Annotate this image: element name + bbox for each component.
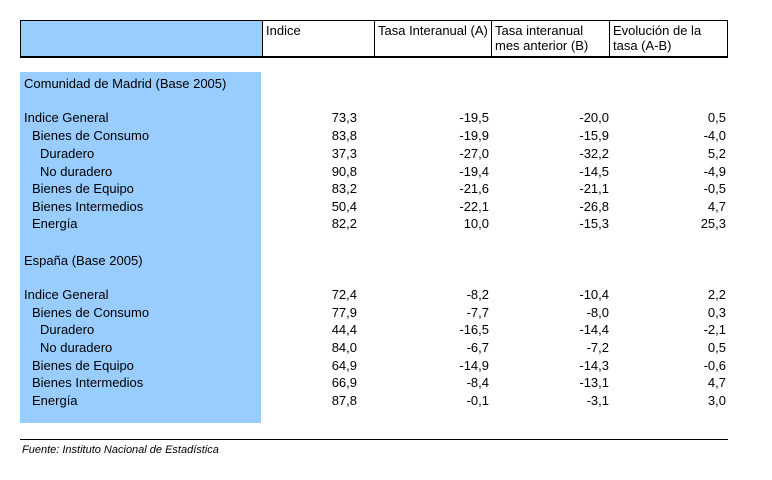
cell-indice: 66,9 — [331, 375, 357, 390]
source-note: Fuente: Instituto Nacional de Estadístic… — [22, 444, 219, 456]
cell-indice: 50,4 — [331, 199, 357, 214]
row-label: Bienes Intermedios — [32, 375, 144, 390]
row-label: Duradero — [40, 146, 95, 161]
section-title: España (Base 2005) — [24, 253, 143, 268]
cell-indice: 44,4 — [331, 322, 357, 337]
cell-evolucion: -0,6 — [703, 358, 726, 373]
cell-evolucion: -2,1 — [703, 322, 726, 337]
row-label: Bienes Intermedios — [32, 199, 144, 214]
cell-tasa-a: -19,9 — [459, 128, 489, 143]
cell-indice: 64,9 — [331, 358, 357, 373]
footer-divider — [20, 439, 728, 440]
cell-tasa-a: -19,5 — [459, 110, 489, 125]
section-title: Comunidad de Madrid (Base 2005) — [24, 76, 227, 91]
table-row: Bienes Intermedios 66,9 -8,4 -13,1 4,7 — [0, 374, 772, 391]
cell-tasa-a: -6,7 — [466, 340, 489, 355]
row-label: No duradero — [40, 164, 113, 179]
row-label: Bienes de Equipo — [32, 181, 134, 196]
table-row: Bienes de Equipo 83,2 -21,6 -21,1 -0,5 — [0, 180, 772, 197]
cell-tasa-a: -14,9 — [459, 358, 489, 373]
cell-evolucion: -4,9 — [703, 164, 726, 179]
cell-tasa-b: -10,4 — [579, 287, 609, 302]
cell-indice: 90,8 — [331, 164, 357, 179]
cell-tasa-a: -27,0 — [459, 146, 489, 161]
cell-tasa-b: -15,3 — [579, 216, 609, 231]
cell-evolucion: 5,2 — [707, 146, 726, 161]
table-row: Duradero 44,4 -16,5 -14,4 -2,1 — [0, 321, 772, 338]
cell-evolucion: 25,3 — [700, 216, 726, 231]
row-label: Indice General — [24, 287, 109, 302]
row-label: No duradero — [40, 340, 113, 355]
cell-evolucion: 2,2 — [707, 287, 726, 302]
cell-tasa-b: -26,8 — [579, 199, 609, 214]
header-tasa-mes-anterior: Tasa interanual mes anterior (B) — [491, 21, 609, 56]
section-title-espana: España (Base 2005) — [0, 252, 772, 269]
cell-evolucion: -0,5 — [703, 181, 726, 196]
cell-tasa-a: -16,5 — [459, 322, 489, 337]
cell-indice: 72,4 — [331, 287, 357, 302]
table-row: No duradero 90,8 -19,4 -14,5 -4,9 — [0, 163, 772, 180]
cell-indice: 83,8 — [331, 128, 357, 143]
cell-tasa-b: -8,0 — [586, 305, 609, 320]
cell-indice: 84,0 — [331, 340, 357, 355]
cell-tasa-a: 10,0 — [463, 216, 489, 231]
cell-evolucion: 0,3 — [707, 305, 726, 320]
cell-tasa-a: -8,4 — [466, 375, 489, 390]
header-indice: Indice — [262, 21, 374, 56]
row-label: Bienes de Equipo — [32, 358, 134, 373]
table-row: Indice General 72,4 -8,2 -10,4 2,2 — [0, 286, 772, 303]
cell-tasa-a: -7,7 — [466, 305, 489, 320]
table-row: No duradero 84,0 -6,7 -7,2 0,5 — [0, 339, 772, 356]
header-tasa-interanual: Tasa Interanual (A) — [374, 21, 491, 56]
table-header: Indice Tasa Interanual (A) Tasa interanu… — [20, 20, 728, 58]
row-label: Energía — [32, 393, 78, 408]
cell-evolucion: 0,5 — [707, 110, 726, 125]
cell-tasa-a: -21,6 — [459, 181, 489, 196]
table-row: Indice General 73,3 -19,5 -20,0 0,5 — [0, 109, 772, 126]
cell-tasa-a: -8,2 — [466, 287, 489, 302]
table-row: Bienes de Consumo 83,8 -19,9 -15,9 -4,0 — [0, 127, 772, 144]
table-row: Bienes de Equipo 64,9 -14,9 -14,3 -0,6 — [0, 357, 772, 374]
row-label-band — [20, 72, 261, 423]
cell-indice: 82,2 — [331, 216, 357, 231]
cell-tasa-b: -7,2 — [586, 340, 609, 355]
row-label: Bienes de Consumo — [32, 128, 150, 143]
cell-evolucion: 3,0 — [707, 393, 726, 408]
row-label: Duradero — [40, 322, 95, 337]
cell-tasa-b: -20,0 — [579, 110, 609, 125]
cell-tasa-b: -14,5 — [579, 164, 609, 179]
row-label: Energía — [32, 216, 78, 231]
section-title-madrid: Comunidad de Madrid (Base 2005) — [0, 75, 772, 92]
row-label: Indice General — [24, 110, 109, 125]
table-row: Bienes Intermedios 50,4 -22,1 -26,8 4,7 — [0, 198, 772, 215]
cell-indice: 77,9 — [331, 305, 357, 320]
cell-evolucion: -4,0 — [703, 128, 726, 143]
table-row: Energía 82,2 10,0 -15,3 25,3 — [0, 215, 772, 232]
cell-tasa-b: -14,4 — [579, 322, 609, 337]
header-evolucion: Evolución de la tasa (A-B) — [609, 21, 727, 56]
cell-tasa-b: -32,2 — [579, 146, 609, 161]
cell-tasa-b: -21,1 — [579, 181, 609, 196]
cell-tasa-b: -15,9 — [579, 128, 609, 143]
table-row: Duradero 37,3 -27,0 -32,2 5,2 — [0, 145, 772, 162]
cell-tasa-a: -19,4 — [459, 164, 489, 179]
table-row: Energía 87,8 -0,1 -3,1 3,0 — [0, 392, 772, 409]
table-row: Bienes de Consumo 77,9 -7,7 -8,0 0,3 — [0, 304, 772, 321]
cell-tasa-b: -3,1 — [586, 393, 609, 408]
header-label-cell — [21, 21, 262, 56]
cell-evolucion: 4,7 — [707, 375, 726, 390]
cell-tasa-a: -22,1 — [459, 199, 489, 214]
cell-evolucion: 0,5 — [707, 340, 726, 355]
cell-indice: 87,8 — [331, 393, 357, 408]
cell-tasa-b: -14,3 — [579, 358, 609, 373]
cell-evolucion: 4,7 — [707, 199, 726, 214]
cell-indice: 83,2 — [331, 181, 357, 196]
cell-indice: 73,3 — [331, 110, 357, 125]
row-label: Bienes de Consumo — [32, 305, 150, 320]
cell-indice: 37,3 — [331, 146, 357, 161]
cell-tasa-b: -13,1 — [579, 375, 609, 390]
cell-tasa-a: -0,1 — [466, 393, 489, 408]
